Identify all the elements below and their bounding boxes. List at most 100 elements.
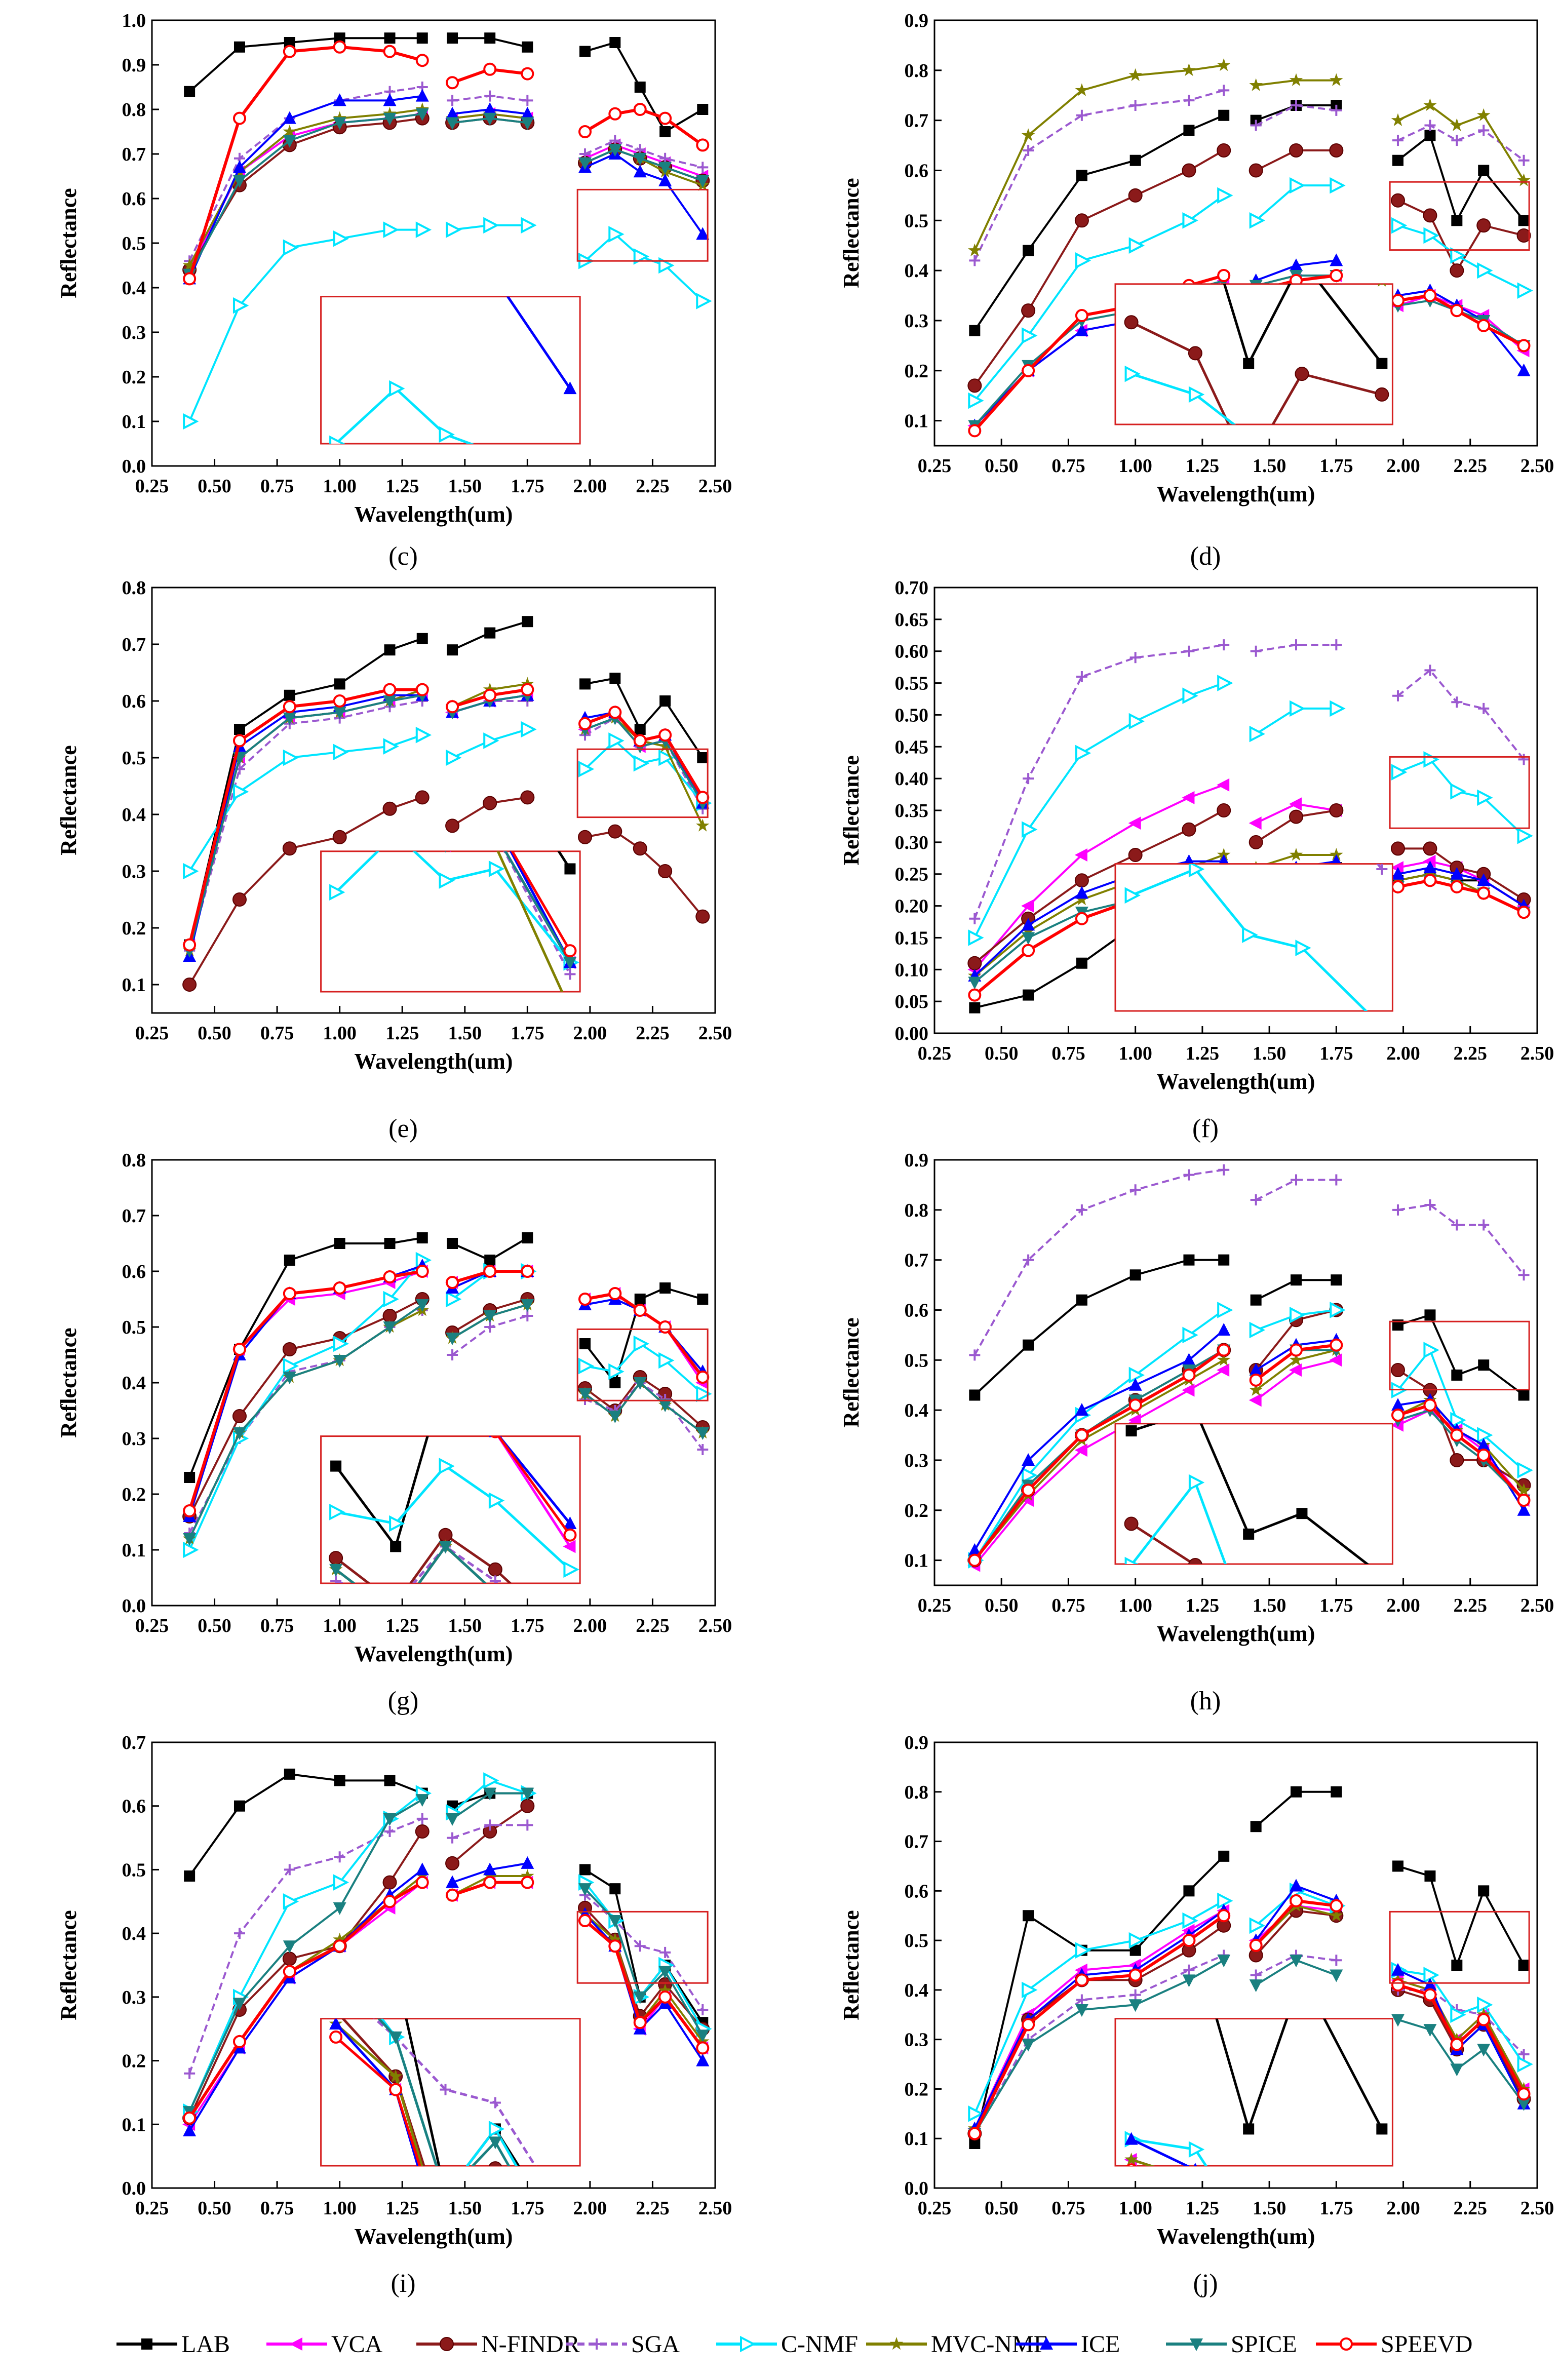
inset-point [1189, 1099, 1202, 1111]
legend-marker [290, 2337, 302, 2351]
data-point [184, 2067, 196, 2079]
inset-point [1375, 1785, 1387, 1799]
x-tick-label: 1.75 [511, 2198, 544, 2219]
inset-point [488, 2161, 502, 2166]
data-point [1183, 1885, 1195, 1897]
panels: 0.0 0.1 0.2 0.3 0.4 0.5 0.6 0.7 0.8 0.9 1.0 0.25 0.5… [56, 10, 1554, 2298]
series-line [188, 694, 422, 957]
data-point [333, 1355, 346, 1368]
data-point [382, 1875, 397, 1890]
data-point [633, 755, 650, 772]
data-point [1391, 113, 1405, 126]
data-point [1218, 1164, 1230, 1176]
y-tick-label: 0.00 [895, 1023, 929, 1044]
data-point [484, 627, 496, 639]
data-point [968, 2105, 984, 2122]
inset-point [389, 780, 403, 793]
data-point [1391, 880, 1405, 893]
data-point [1291, 1274, 1302, 1286]
data-point [1021, 128, 1035, 141]
inset-point [330, 217, 341, 228]
inset-point [1295, 563, 1308, 575]
inset-point [1190, 513, 1201, 524]
data-point [968, 977, 982, 990]
inset-point [1243, 746, 1254, 757]
inset-point [489, 245, 502, 258]
data-point [483, 102, 497, 115]
y-tick-label: 0.7 [122, 1732, 146, 1753]
data-point [1217, 778, 1230, 792]
inset-line [496, 1436, 571, 1547]
data-point [1182, 1934, 1196, 1947]
inset-line [511, 851, 571, 952]
data-point [415, 54, 429, 67]
data-point [415, 1862, 429, 1876]
inset-point [488, 827, 501, 840]
x-tick-label: 0.25 [135, 476, 169, 497]
data-point [1022, 1453, 1035, 1466]
data-point [1291, 1786, 1302, 1798]
data-point [1423, 1967, 1439, 1983]
inset-line [336, 131, 570, 205]
data-point [608, 732, 625, 749]
data-point [521, 1299, 534, 1312]
data-point [658, 1399, 672, 1412]
inset-point [390, 190, 401, 201]
series-line [188, 1799, 423, 2112]
series-line [1397, 1203, 1525, 1276]
data-point [415, 89, 429, 102]
inset-point [1295, 1112, 1307, 1125]
data-point [384, 1826, 396, 1837]
data-point [383, 93, 397, 106]
inset-point [563, 272, 576, 285]
y-tick-label: 0.4 [122, 278, 146, 299]
data-point [1249, 1979, 1263, 1993]
data-point [1423, 751, 1439, 768]
x-tick-label: 0.50 [985, 1595, 1019, 1616]
data-point [1451, 1369, 1463, 1381]
series-lab [969, 1254, 1530, 1401]
inset-point [1375, 626, 1387, 639]
series-line [973, 1259, 1224, 1396]
data-point [1183, 95, 1195, 106]
inset-point [1296, 1139, 1307, 1150]
y-tick-label: 0.7 [122, 144, 146, 165]
inset-point [1125, 1621, 1138, 1634]
inset-point [1375, 1177, 1389, 1190]
data-point [1217, 1302, 1233, 1318]
data-point [1183, 1964, 1195, 1976]
x-tick-label: 2.00 [573, 476, 607, 497]
data-point [1182, 687, 1198, 705]
data-point [659, 1282, 671, 1294]
data-point [968, 392, 984, 409]
data-point [1517, 1462, 1533, 1479]
data-point [232, 892, 247, 907]
series-n-findr [967, 143, 1531, 393]
series-spice [183, 1787, 710, 2119]
inset-point [1295, 1138, 1309, 1151]
inset-line [1132, 519, 1382, 622]
inset-point [389, 208, 402, 221]
y-tick-label: 0.50 [895, 705, 929, 726]
x-tick-label: 0.50 [198, 1023, 231, 1044]
data-point [1391, 1978, 1405, 1992]
data-point [1391, 217, 1408, 234]
inset-point [449, 851, 451, 852]
inset-point [490, 2189, 501, 2200]
x-tick-label: 1.50 [448, 476, 482, 497]
data-point [284, 689, 295, 701]
inset-point [490, 1346, 501, 1357]
inset-point [1190, 2184, 1201, 2196]
plot-frame [933, 19, 1538, 447]
inset-point [489, 815, 502, 828]
y-tick-label: 0.7 [905, 1831, 929, 1853]
data-point [1423, 98, 1437, 111]
x-tick-label: 1.50 [448, 1615, 482, 1636]
y-tick-label: 0.3 [122, 322, 146, 343]
data-point [1075, 252, 1091, 269]
y-tick-label: 0.3 [905, 1450, 929, 1471]
data-point [1023, 989, 1034, 1001]
data-point [1289, 143, 1303, 158]
inset-point [1124, 1086, 1137, 1099]
data-point [1423, 208, 1437, 223]
